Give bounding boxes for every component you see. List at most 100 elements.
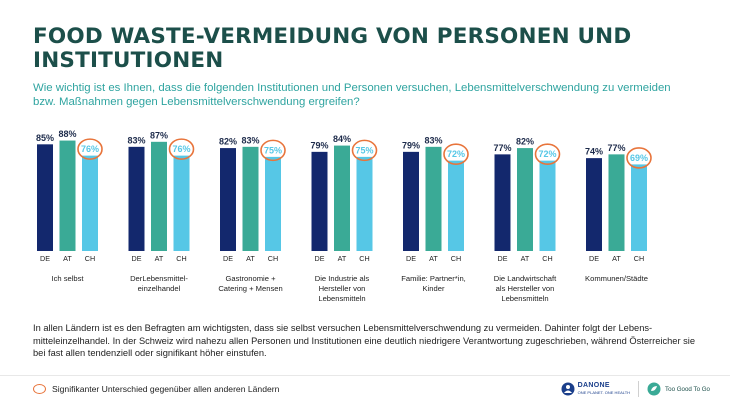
bar-ch: [631, 164, 647, 251]
tick-label-at: AT: [246, 254, 255, 263]
legend-label: Signifikanter Unterschied gegenüber alle…: [52, 384, 280, 394]
tick-label-de: DE: [589, 254, 599, 263]
tgtg-name: Too Good To Go: [665, 385, 710, 393]
tick-label-ch: CH: [176, 254, 186, 263]
tick-label-de: DE: [40, 254, 50, 263]
data-label: 83%: [241, 135, 259, 145]
data-label: 75%: [355, 145, 373, 155]
tgtg-leaf-icon: [647, 382, 661, 396]
tick-label-at: AT: [429, 254, 438, 263]
category-label: Catering + Mensen: [218, 284, 282, 293]
data-label: 75%: [264, 145, 282, 155]
data-label: 69%: [630, 153, 648, 163]
tick-label-de: DE: [223, 254, 233, 263]
bar-at: [151, 141, 167, 251]
danone-tagline: ONE PLANET. ONE HEALTH: [577, 390, 631, 395]
data-label: 84%: [333, 134, 351, 144]
highlight-ring: [260, 139, 286, 162]
bar-ch: [82, 155, 98, 251]
data-label: 72%: [447, 149, 465, 159]
data-label: 74%: [585, 147, 603, 157]
bar-de: [494, 154, 511, 251]
tick-label-de: DE: [498, 254, 508, 263]
tick-label-ch: CH: [634, 254, 644, 263]
bar-de: [403, 151, 419, 251]
tick-label-at: AT: [338, 254, 347, 263]
danone-child-icon: [561, 382, 575, 396]
bar-ch: [539, 160, 556, 251]
category-label: Gastronomie +: [225, 274, 276, 283]
highlight-ring: [351, 139, 378, 162]
category-label: Lebensmitteln: [318, 294, 365, 303]
tick-label-at: AT: [63, 254, 72, 263]
data-label: 72%: [538, 149, 556, 159]
data-label: 87%: [150, 130, 168, 140]
highlight-ring-icon: [33, 384, 46, 394]
category-label: Die Landwirtschaft: [494, 274, 557, 283]
data-label: 82%: [219, 137, 237, 147]
logo-separator: [638, 381, 640, 397]
partner-logos: DANONE ONE PLANET. ONE HEALTH Too Good T…: [561, 381, 710, 397]
highlight-ring: [168, 138, 195, 160]
tick-label-ch: CH: [268, 254, 278, 263]
bar-at: [59, 140, 76, 251]
footer-divider: [0, 375, 730, 376]
tick-label-de: DE: [315, 254, 325, 263]
tick-label-ch: CH: [451, 254, 461, 263]
bar-ch: [448, 160, 464, 251]
chart-subtitle: Wie wichtig ist es Ihnen, dass die folge…: [33, 82, 671, 108]
data-label: 88%: [58, 129, 76, 139]
highlight-ring: [626, 147, 652, 169]
bar-chart: 85% DE 88% AT 76% CH Ich selbst 83% DE 87% AT 76% CH…: [36, 129, 652, 303]
bar-at: [608, 154, 625, 251]
category-label: Die Industrie als: [315, 274, 370, 283]
category-label: als Hersteller von: [496, 284, 555, 293]
highlight-ring: [77, 138, 103, 160]
highlight-ring: [534, 143, 561, 165]
bar-at: [334, 145, 350, 251]
bar-de: [311, 151, 328, 251]
category-label: DerLebensmittel-: [130, 274, 188, 283]
tick-label-at: AT: [612, 254, 621, 263]
data-label: 79%: [310, 140, 328, 150]
bar-ch: [173, 155, 190, 251]
category-label: Hersteller von: [319, 284, 366, 293]
data-label: 82%: [516, 137, 534, 147]
tick-label-at: AT: [521, 254, 530, 263]
category-label: Ich selbst: [51, 274, 84, 283]
tick-label-at: AT: [155, 254, 164, 263]
danone-logo: DANONE ONE PLANET. ONE HEALTH: [561, 382, 630, 396]
data-label: 83%: [424, 135, 442, 145]
tick-label-ch: CH: [359, 254, 369, 263]
bar-de: [586, 158, 602, 251]
tgtg-logo: Too Good To Go: [647, 382, 710, 396]
bar-ch: [356, 156, 373, 251]
danone-name: DANONE: [577, 382, 610, 389]
tick-label-ch: CH: [542, 254, 552, 263]
tick-label-de: DE: [132, 254, 142, 263]
bar-de: [220, 148, 236, 251]
bar-de: [37, 144, 53, 251]
bar-ch: [265, 156, 281, 251]
category-label: Kommunen/Städte: [585, 274, 648, 283]
tick-label-de: DE: [406, 254, 416, 263]
data-label: 85%: [36, 133, 54, 143]
bar-de: [128, 146, 145, 251]
data-label: 77%: [493, 143, 511, 153]
highlight-ring: [443, 143, 469, 165]
data-label: 76%: [81, 144, 99, 154]
tick-label-ch: CH: [85, 254, 95, 263]
data-label: 77%: [607, 143, 625, 153]
page-title: FOOD WASTE-VERMEIDUNG VON PERSONEN UND I…: [33, 24, 632, 73]
legend: Signifikanter Unterschied gegenüber alle…: [33, 384, 279, 394]
footnote-text: In allen Ländern ist es den Befragten am…: [33, 323, 696, 358]
bar-at: [425, 146, 442, 251]
bar-at: [242, 146, 259, 251]
category-label: Lebensmitteln: [501, 294, 548, 303]
category-label: einzelhandel: [138, 284, 181, 293]
bar-at: [517, 148, 533, 251]
data-label: 79%: [402, 140, 420, 150]
category-label: Familie: Partner*in,: [401, 274, 466, 283]
data-label: 83%: [127, 135, 145, 145]
category-label: Kinder: [423, 284, 445, 293]
